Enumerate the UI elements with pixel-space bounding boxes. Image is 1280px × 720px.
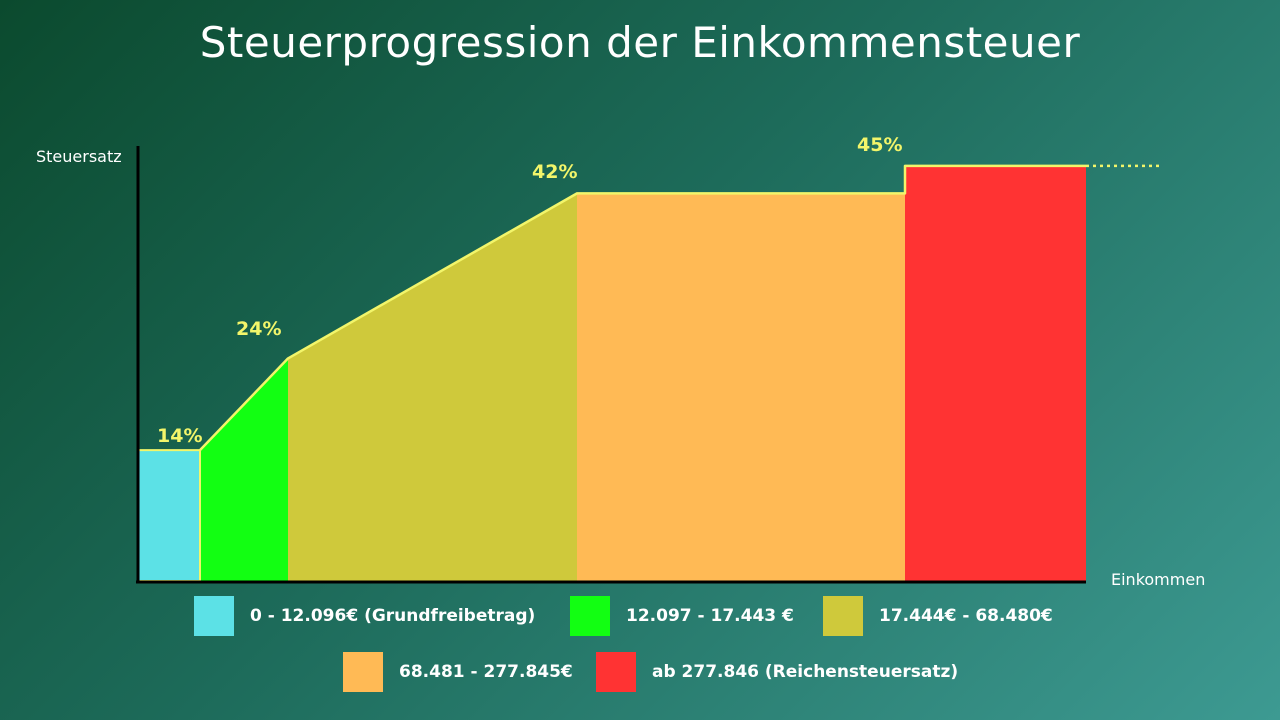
zone-area-2: [200, 358, 288, 581]
legend-swatch-red: [596, 652, 636, 692]
legend-item-grundfreibetrag: 0 - 12.096€ (Grundfreibetrag): [194, 595, 535, 637]
chart-title: Steuerprogression der Einkommensteuer: [199, 18, 1081, 67]
zone-area-3: [288, 193, 577, 582]
zone-area-4: [577, 193, 905, 582]
rate-label-24: 24%: [236, 318, 281, 340]
rate-label-45: 45%: [857, 134, 902, 156]
legend-label: 17.444€ - 68.480€: [879, 606, 1053, 626]
legend-swatch-orange: [343, 652, 383, 692]
tax-progression-chart: Steuersatz Einkommen 14% 24% 42% 45%: [36, 134, 1205, 589]
legend-label: 12.097 - 17.443 €: [626, 606, 794, 626]
legend-label: 0 - 12.096€ (Grundfreibetrag): [250, 606, 536, 626]
rate-label-14: 14%: [157, 425, 202, 447]
legend-item-zone-4: 68.481 - 277.845€: [343, 651, 573, 693]
legend-swatch-olive: [823, 596, 863, 636]
legend-label: 68.481 - 277.845€: [399, 662, 573, 682]
x-axis-label: Einkommen: [1111, 570, 1205, 589]
zone-area-5: [905, 165, 1086, 581]
legend-item-zone-2: 12.097 - 17.443 €: [570, 595, 794, 637]
zone-area-1: [138, 450, 200, 581]
legend-item-reichensteuer: ab 277.846 (Reichensteuersatz): [596, 651, 958, 693]
legend-item-zone-3: 17.444€ - 68.480€: [823, 595, 1053, 637]
rate-label-42: 42%: [532, 161, 577, 183]
tariff-curve-line: [199, 164, 1086, 451]
legend-label: ab 277.846 (Reichensteuersatz): [652, 662, 959, 682]
legend-swatch-cyan: [194, 596, 234, 636]
y-axis-label: Steuersatz: [36, 147, 122, 166]
legend-swatch-green: [570, 596, 610, 636]
